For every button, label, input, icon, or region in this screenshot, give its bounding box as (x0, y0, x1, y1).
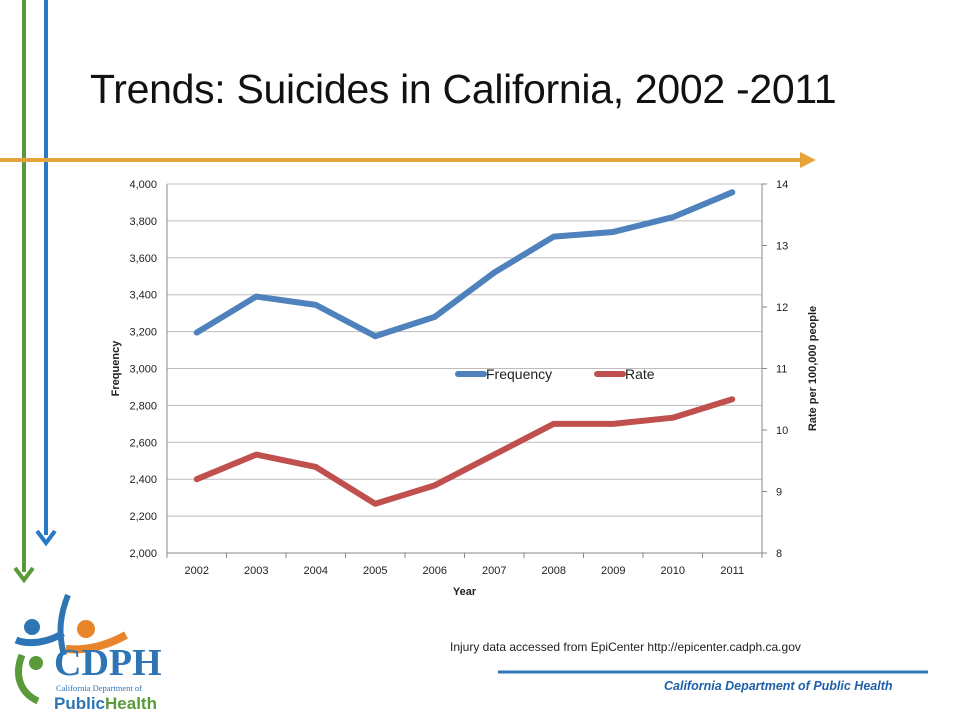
y2-tick-label: 13 (776, 241, 788, 253)
x-tick-label: 2008 (542, 565, 566, 577)
y-tick-label: 3,000 (129, 364, 157, 376)
logo-line1: California Department of (56, 683, 142, 693)
y-tick-label: 3,400 (129, 290, 157, 302)
data-source-credit: Injury data accessed from EpiCenter http… (450, 640, 801, 654)
y-tick-label: 2,400 (129, 474, 157, 486)
x-tick-label: 2003 (244, 565, 268, 577)
x-tick-label: 2005 (363, 565, 387, 577)
x-axis-title: Year (453, 586, 477, 598)
y-axis-title: Frequency (110, 340, 122, 397)
x-tick-label: 2011 (720, 565, 744, 577)
x-tick-label: 2009 (601, 565, 625, 577)
footer-organization: California Department of Public Health (664, 679, 893, 693)
x-tick-label: 2006 (423, 565, 447, 577)
y-tick-label: 2,800 (129, 400, 157, 412)
y-tick-label: 3,200 (129, 327, 157, 339)
x-tick-label: 2007 (482, 565, 506, 577)
logo-figures-icon (14, 593, 128, 705)
green-down-arrow (13, 0, 35, 584)
blue-down-arrow (35, 0, 57, 547)
y-tick-label: 4,000 (129, 179, 157, 191)
logo-acronym: CDPH (54, 642, 162, 684)
y-tick-label: 2,600 (129, 437, 157, 449)
y-tick-label: 2,200 (129, 511, 157, 523)
legend-label-frequency: Frequency (486, 366, 552, 382)
x-tick-label: 2004 (304, 565, 328, 577)
y2-tick-label: 10 (776, 425, 788, 437)
logo-health: Health (105, 694, 157, 713)
y2-tick-label: 12 (776, 302, 788, 314)
y2-tick-label: 9 (776, 487, 782, 499)
x-tick-label: 2002 (185, 565, 209, 577)
y-tick-label: 3,800 (129, 216, 157, 228)
logo-public: Public (54, 694, 105, 713)
y2-tick-label: 11 (776, 364, 787, 376)
y2-tick-label: 8 (776, 548, 782, 560)
x-tick-label: 2010 (661, 565, 685, 577)
series-line-rate (193, 396, 736, 507)
slide-title: Trends: Suicides in California, 2002 -20… (90, 66, 837, 112)
series-line-frequency (193, 189, 736, 340)
cdph-logo: CDPH California Department of PublicHeal… (14, 593, 162, 713)
legend-label-rate: Rate (625, 366, 655, 382)
orange-right-arrow (0, 152, 816, 168)
y2-tick-label: 14 (776, 179, 788, 191)
svg-text:PublicHealth: PublicHealth (54, 694, 157, 713)
y-tick-label: 2,000 (129, 548, 157, 560)
y-tick-label: 3,600 (129, 253, 157, 265)
y2-axis-title: Rate per 100,000 people (807, 306, 819, 431)
